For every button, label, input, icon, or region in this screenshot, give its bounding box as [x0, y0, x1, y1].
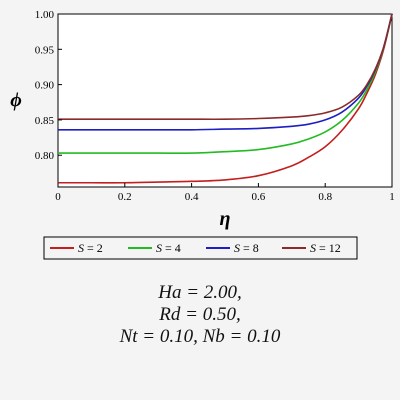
- y-ticks: 0.80 0.85 0.90 0.95 1.00: [35, 9, 62, 162]
- legend-label-2: S = 4: [156, 241, 181, 255]
- x-tick-label: 0.6: [252, 191, 266, 203]
- parameter-annotation: Ha = 2.00, Rd = 0.50, Nt = 0.10, Nb = 0.…: [0, 282, 400, 348]
- x-axis-label: η: [220, 208, 231, 230]
- legend-label-3: S = 8: [234, 241, 259, 255]
- x-tick-label: 0.8: [318, 191, 332, 203]
- y-tick-label: 0.90: [35, 80, 55, 92]
- param-nt-nb: Nt = 0.10, Nb = 0.10: [119, 326, 281, 347]
- legend-box: [43, 236, 358, 260]
- y-tick-label: 1.00: [35, 9, 55, 21]
- x-ticks: 0 0.2 0.4 0.6 0.8 1: [55, 183, 395, 203]
- x-tick-label: 1: [389, 191, 395, 203]
- y-tick-label: 0.80: [35, 150, 55, 162]
- x-tick-label: 0.2: [118, 191, 132, 203]
- param-rd: Rd = 0.50,: [159, 304, 241, 325]
- y-tick-label: 0.95: [35, 44, 55, 56]
- y-tick-label: 0.85: [35, 115, 55, 127]
- series-line-4: [57, 13, 393, 121]
- legend-label-1: S = 2: [78, 241, 103, 255]
- legend-label-4: S = 12: [310, 241, 341, 255]
- param-ha: Ha = 2.00,: [158, 282, 242, 303]
- legend: S = 2 S = 4 S = 8 S = 12: [50, 241, 341, 255]
- plot-area: [57, 13, 393, 188]
- y-axis-label: ϕ: [10, 89, 22, 111]
- series-line-2: [58, 13, 393, 155]
- curves-layer: [57, 13, 393, 184]
- x-tick-label: 0.4: [185, 191, 199, 203]
- x-tick-label: 0: [55, 191, 61, 203]
- series-line-1: [58, 13, 393, 184]
